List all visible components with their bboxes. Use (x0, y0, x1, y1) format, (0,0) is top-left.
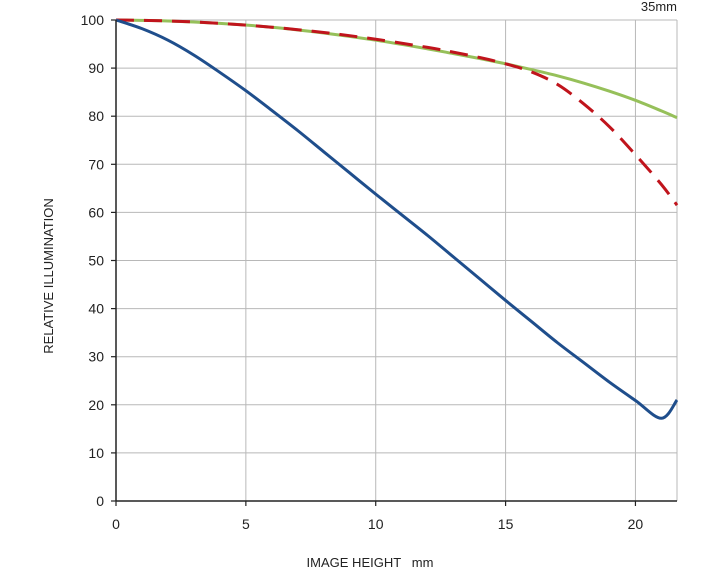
y-tick-label: 40 (88, 301, 104, 317)
y-tick-label: 10 (88, 445, 104, 461)
y-tick-label: 50 (88, 253, 104, 269)
x-tick-label: 5 (242, 516, 250, 532)
x-axis-title: IMAGE HEIGHT mm (307, 555, 434, 570)
chart-title: 35mm (641, 0, 677, 14)
series-line-0 (115, 18, 679, 420)
x-tick-label: 15 (498, 516, 514, 532)
axes (111, 19, 677, 506)
y-tick-label: 70 (88, 156, 104, 172)
x-tick-label: 10 (368, 516, 384, 532)
x-tick-labels: 0 5 10 15 20 (112, 516, 643, 532)
y-tick-label: 80 (88, 108, 104, 124)
series-group (115, 18, 679, 420)
y-tick-label: 100 (81, 12, 105, 28)
grid (116, 19, 678, 501)
y-tick-label: 20 (88, 397, 104, 413)
series-line-2 (115, 18, 678, 120)
y-axis-title: RELATIVE ILLUMINATION (41, 198, 56, 354)
y-tick-label: 30 (88, 349, 104, 365)
y-tick-label: 90 (88, 60, 104, 76)
x-tick-label: 20 (628, 516, 644, 532)
y-tick-labels: 0 10 20 30 40 50 60 70 80 90 100 (81, 12, 105, 509)
y-tick-label: 0 (96, 493, 104, 509)
y-tick-label: 60 (88, 204, 104, 220)
series-line-1 (115, 18, 679, 207)
x-tick-label: 0 (112, 516, 120, 532)
